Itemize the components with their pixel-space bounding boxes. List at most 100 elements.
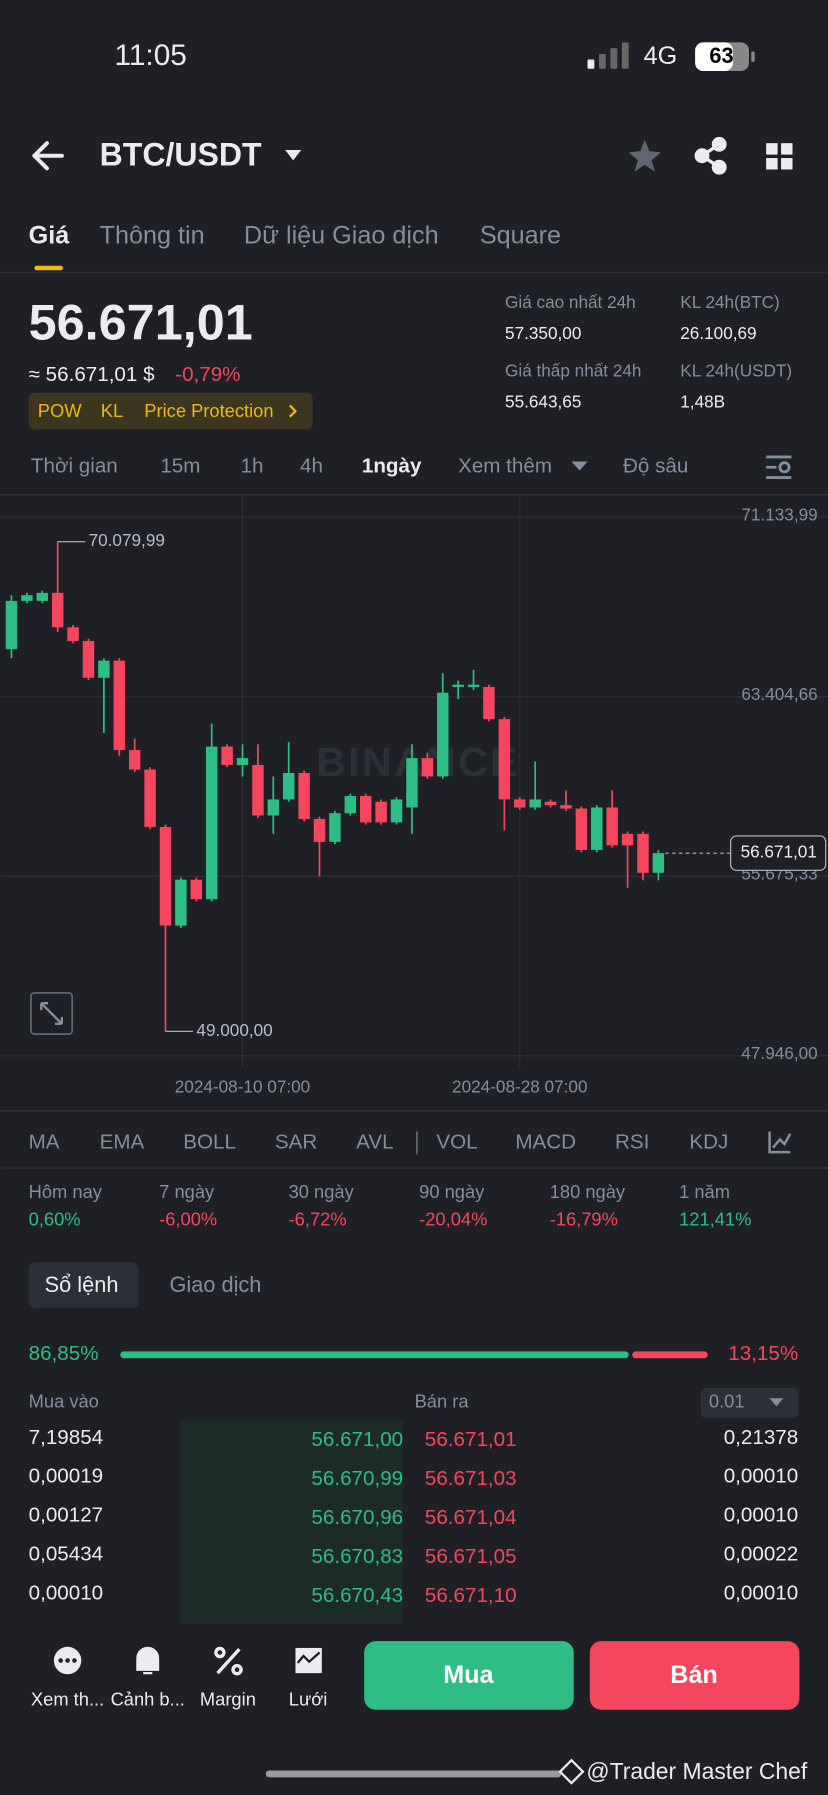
- indicator[interactable]: VOL: [436, 1130, 477, 1153]
- period-label: 1 năm: [679, 1181, 730, 1202]
- timeframe[interactable]: 1h: [241, 455, 264, 478]
- bid-price: 56.670,96: [311, 1506, 403, 1529]
- sell-ratio-bar: [632, 1351, 708, 1359]
- alert-icon[interactable]: [136, 1646, 160, 1675]
- sell-label[interactable]: Bán: [670, 1661, 718, 1689]
- x-tick-label: 2024-08-10 07:00: [175, 1076, 310, 1096]
- period-label: 7 ngày: [159, 1181, 215, 1202]
- badge[interactable]: POW: [38, 400, 82, 421]
- candle-body: [652, 853, 665, 873]
- buy-button[interactable]: [364, 1641, 574, 1710]
- candle-body: [252, 764, 264, 816]
- nav-label[interactable]: Xem th...: [31, 1688, 104, 1709]
- indicator[interactable]: MA: [29, 1130, 60, 1153]
- book-tab[interactable]: Giao dịch: [169, 1272, 261, 1297]
- tab-indicator: [34, 265, 63, 271]
- bid-qty: 0,00019: [29, 1465, 104, 1488]
- bid-price: 56.671,00: [311, 1428, 403, 1451]
- tab[interactable]: Thông tin: [100, 222, 205, 250]
- candle-body: [282, 773, 295, 800]
- sell-button[interactable]: [589, 1641, 800, 1710]
- indicator[interactable]: EMA: [100, 1130, 145, 1153]
- tab[interactable]: Dữ liệu Giao dịch: [244, 222, 439, 250]
- back-button[interactable]: [32, 141, 64, 171]
- nav-label[interactable]: Lưới: [289, 1688, 328, 1709]
- indicator[interactable]: RSI: [615, 1130, 649, 1153]
- candle-body: [175, 879, 187, 926]
- performance: Hôm nay 0,60% 7 ngày -6,00% 30 ngày -6,72% 90 …: [29, 1181, 752, 1229]
- timeframe[interactable]: 1ngày: [362, 455, 422, 478]
- ask-price: 56.671,05: [425, 1545, 517, 1568]
- period-change: -16,79%: [550, 1209, 618, 1230]
- timeframe[interactable]: 4h: [300, 455, 323, 478]
- watermark: @Trader Master Chef: [586, 1758, 807, 1784]
- timeframe[interactable]: 15m: [160, 455, 200, 478]
- indicator-settings[interactable]: [768, 1131, 792, 1154]
- candle-body: [98, 660, 110, 678]
- battery-text: 63: [709, 43, 733, 68]
- grid-bot-icon[interactable]: [295, 1647, 322, 1674]
- candle-body: [498, 719, 511, 800]
- candle-body: [606, 807, 618, 846]
- favorite-icon[interactable]: [628, 139, 661, 172]
- book-tab[interactable]: Sổ lệnh: [45, 1272, 119, 1297]
- timeframe[interactable]: Thời gian: [31, 455, 118, 478]
- candle-body: [421, 758, 434, 777]
- candle-body: [51, 592, 64, 628]
- price-change: -0,79%: [175, 363, 240, 386]
- ask-price: 56.671,01: [425, 1428, 517, 1451]
- badge-bar[interactable]: [28, 392, 313, 430]
- period-label: 90 ngày: [419, 1181, 485, 1202]
- bid-qty: 0,00010: [29, 1582, 104, 1605]
- indicator[interactable]: AVL: [356, 1130, 393, 1153]
- ask-qty: 0,00010: [724, 1582, 799, 1605]
- home-indicator: [265, 1770, 562, 1778]
- bid-header: Mua vào: [29, 1391, 99, 1412]
- buy-label[interactable]: Mua: [443, 1661, 494, 1689]
- pair-title[interactable]: BTC/USDT: [100, 136, 262, 172]
- timeframe[interactable]: Độ sâu: [623, 455, 688, 478]
- step-value[interactable]: 0.01: [709, 1391, 745, 1412]
- sell-ratio: 13,15%: [728, 1342, 798, 1365]
- buy-ratio: 86,85%: [29, 1342, 99, 1365]
- network: 4G: [644, 42, 678, 70]
- ask-qty: 0,00022: [724, 1543, 799, 1566]
- candle-body: [298, 773, 310, 819]
- grid-icon[interactable]: [766, 143, 793, 170]
- more-icon[interactable]: [53, 1646, 82, 1675]
- battery-tip: [751, 51, 755, 62]
- nav-label[interactable]: Cảnh b...: [111, 1688, 185, 1709]
- indicator[interactable]: SAR: [275, 1130, 317, 1153]
- margin-icon[interactable]: [214, 1646, 243, 1676]
- badge[interactable]: Price Protection: [144, 400, 273, 421]
- nav-label[interactable]: Margin: [200, 1688, 256, 1709]
- tab[interactable]: Square: [480, 222, 561, 250]
- tab-background: [28, 1262, 139, 1308]
- chart-settings-icon[interactable]: [766, 455, 792, 479]
- candle-body: [514, 799, 526, 808]
- pair-dropdown[interactable]: [285, 150, 302, 161]
- tab[interactable]: Giá: [29, 222, 71, 250]
- ask-price: 56.671,10: [425, 1584, 517, 1607]
- expand-button[interactable]: [30, 992, 74, 1035]
- candle-body: [375, 801, 387, 823]
- max-label: 70.079,99: [89, 530, 165, 550]
- y-tick-label: 47.946,00: [741, 1043, 817, 1063]
- candle-body: [390, 799, 403, 823]
- indicator[interactable]: BOLL: [183, 1130, 236, 1153]
- badge[interactable]: KL: [101, 400, 123, 421]
- ask-price: 56.671,04: [425, 1506, 517, 1529]
- ask-header: Bán ra: [415, 1391, 470, 1412]
- candle-body: [267, 799, 280, 816]
- chart-watermark: BINANCE: [316, 739, 520, 785]
- share-icon[interactable]: [694, 136, 727, 175]
- current-price-label: 56.671,01: [741, 842, 817, 862]
- indicator[interactable]: KDJ: [689, 1130, 728, 1153]
- candle-body: [21, 595, 33, 601]
- indicator[interactable]: MACD: [515, 1130, 576, 1153]
- step-dropdown[interactable]: [700, 1387, 799, 1418]
- timeframe[interactable]: Xem thêm: [458, 455, 552, 478]
- bid-qty: 0,05434: [29, 1543, 104, 1566]
